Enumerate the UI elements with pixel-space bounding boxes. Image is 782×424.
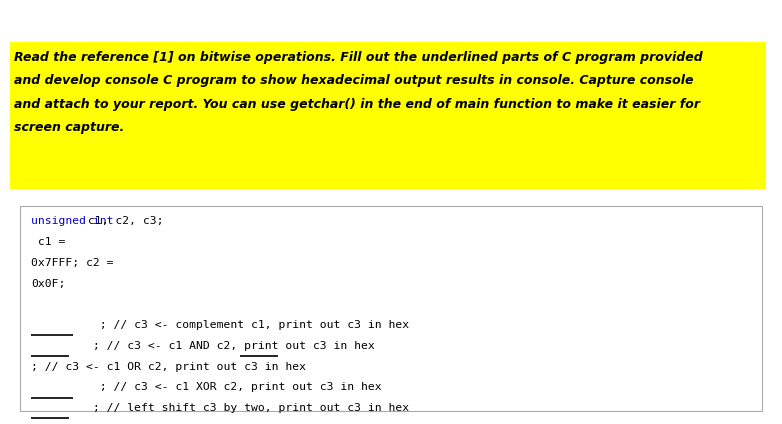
Text: ; // c3 <- c1 XOR c2, print out c3 in hex: ; // c3 <- c1 XOR c2, print out c3 in he…: [31, 382, 382, 393]
Text: unsigned int: unsigned int: [31, 216, 113, 226]
Bar: [10, 42, 766, 189]
Text: 0x0F;: 0x0F;: [31, 279, 66, 289]
Text: Read the reference [1] on bitwise operations. Fill out the underlined parts of C: Read the reference [1] on bitwise operat…: [14, 51, 703, 64]
Text: screen capture.: screen capture.: [14, 121, 124, 134]
Text: ; // c3 <- c1 AND c2, print out c3 in hex: ; // c3 <- c1 AND c2, print out c3 in he…: [31, 341, 382, 351]
Text: c1 =: c1 =: [31, 237, 66, 247]
Text: and attach to your report. You can use getchar() in the end of main function to : and attach to your report. You can use g…: [14, 98, 700, 111]
Text: 0x7FFF; c2 =: 0x7FFF; c2 =: [31, 258, 113, 268]
Bar: [20, 206, 762, 411]
Text: ; // c3 <- c1 OR c2, print out c3 in hex: ; // c3 <- c1 OR c2, print out c3 in hex: [31, 362, 307, 372]
Text: ; // left shift c3 by two, print out c3 in hex: ; // left shift c3 by two, print out c3 …: [31, 403, 410, 413]
Text: c1, c2, c3;: c1, c2, c3;: [81, 216, 164, 226]
Text: ; // c3 <- complement c1, print out c3 in hex: ; // c3 <- complement c1, print out c3 i…: [31, 320, 410, 330]
Text: and develop console C program to show hexadecimal output results in console. Cap: and develop console C program to show he…: [14, 74, 694, 87]
